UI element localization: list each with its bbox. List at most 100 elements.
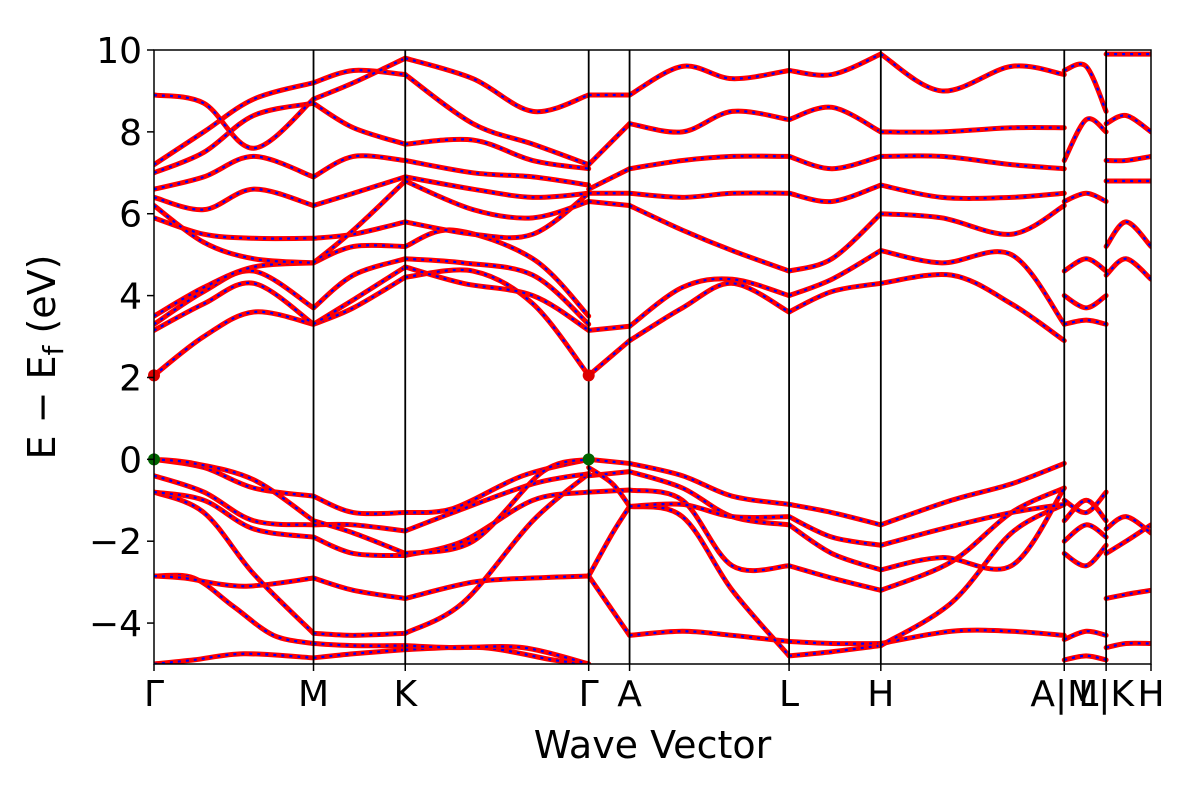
band-13-segment-2-dash	[788, 515, 881, 547]
band-32-segment-6	[1061, 317, 1109, 327]
band-32-segment-0	[1061, 653, 1109, 663]
band-11-segment-1-dash	[629, 470, 790, 526]
x-tick-label-7: A|M	[1030, 674, 1098, 715]
band-25-segment-0-dash	[154, 81, 314, 166]
x-tick-label-0: Γ	[144, 674, 164, 715]
band-1-segment-1-dash	[313, 642, 406, 647]
band-12-segment-1-dash	[629, 462, 790, 506]
extrema-markers	[148, 369, 595, 466]
band-7-segment-2	[402, 456, 592, 556]
band-31-segment-3	[878, 51, 1067, 94]
band-22-segment-0	[154, 186, 317, 213]
band-10-segment-2-dash	[788, 564, 882, 592]
band-21-segment-0-dash	[154, 204, 314, 264]
band-31-segment-3-dash	[880, 53, 1065, 93]
band-24-segment-1-dash	[312, 102, 406, 146]
x-tick-label-1: M	[298, 674, 329, 715]
band-6-segment-2	[402, 456, 592, 516]
band-15-segment-0-dash	[154, 281, 315, 332]
band-1-segment-0-dash	[154, 574, 314, 645]
band-27-segment-2-dash	[788, 212, 882, 273]
extremum-marker-1	[582, 369, 595, 382]
band-8-segment-2-dash	[789, 640, 881, 645]
band-21-segment-1	[311, 178, 408, 266]
band-9-segment-0-dash	[587, 505, 631, 577]
band-2-segment-2	[402, 573, 592, 602]
band-32-segment-10-dash	[1063, 117, 1107, 162]
band-24-segment-2-dash	[405, 138, 589, 170]
band-30-segment-0-dash	[587, 122, 631, 166]
band-31-segment-1-dash	[629, 64, 790, 96]
band-1-segment-2	[402, 643, 592, 664]
band-5-segment-2	[402, 471, 592, 534]
bands-layer	[154, 51, 1151, 664]
band-12-segment-1	[627, 460, 792, 507]
band-2-segment-1	[311, 575, 408, 602]
x-tick-label-8: L|K	[1078, 674, 1135, 715]
x-tick-label-6: H	[867, 674, 894, 715]
plot-frame	[153, 49, 1152, 665]
band-6-segment-2-dash	[405, 458, 589, 514]
band-13-segment-1	[627, 501, 792, 521]
band-8-segment-3-dash	[880, 629, 1065, 645]
band-5-segment-0-dash	[154, 474, 314, 526]
band-11-segment-3-dash	[880, 487, 1066, 571]
band-4-segment-0	[154, 489, 317, 540]
band-21-segment-2	[402, 178, 592, 221]
y-tick-label-1: −2	[89, 522, 142, 563]
band-19-segment-3-dash	[880, 249, 1066, 325]
band-31-segment-2-dash	[788, 53, 882, 77]
band-19-segment-2-dash	[788, 249, 882, 297]
band-0-segment-1-dash	[313, 648, 406, 659]
band-24-segment-0	[154, 100, 317, 176]
band-26-segment-0-dash	[154, 93, 315, 150]
y-tick-label-7: 10	[96, 31, 142, 72]
band-16-segment-1	[311, 256, 408, 311]
band-19-segment-1-dash	[628, 277, 790, 328]
band-1-segment-1	[311, 641, 408, 649]
band-28-segment-3	[878, 182, 1067, 201]
x-tick-label-2: K	[393, 674, 418, 715]
band-23-segment-0-dash	[154, 155, 314, 191]
band-19-segment-0-dash	[588, 325, 630, 332]
band-9-segment-2	[786, 643, 884, 659]
band-16-segment-2	[402, 256, 592, 327]
band-29-segment-2	[786, 153, 884, 172]
band-12-segment-0-dash	[588, 458, 630, 465]
band-33-segment-5-dash	[1105, 220, 1151, 248]
band-32-segment-2	[1061, 542, 1109, 569]
band-6-segment-0	[154, 456, 317, 499]
y-axis-ticks: −4 −2 0 2 4 6 8 10	[89, 31, 154, 645]
band-33-segment-0	[1103, 640, 1151, 651]
band-30-segment-3-dash	[880, 126, 1065, 134]
band-14-segment-0-dash	[154, 310, 314, 377]
band-29-segment-3-dash	[880, 154, 1065, 170]
y-tick-label-6: 8	[119, 113, 142, 154]
band-24-segment-1	[311, 100, 408, 147]
band-13-segment-3	[878, 501, 1067, 548]
band-31-segment-1	[627, 63, 792, 98]
band-28-segment-2-dash	[788, 184, 882, 203]
band-11-segment-2	[786, 522, 884, 573]
y-tick-label-3: 2	[119, 358, 142, 399]
band-29-segment-3	[878, 153, 1067, 172]
band-18-segment-2	[786, 280, 884, 315]
band-14-segment-0	[154, 309, 317, 378]
band-32-segment-1	[1061, 628, 1109, 642]
band-2-segment-2-dash	[404, 574, 589, 600]
band-10-segment-3-dash	[880, 486, 1065, 592]
band-32-segment-3	[1061, 522, 1109, 544]
band-32-segment-10	[1061, 116, 1109, 164]
band-6-segment-1	[311, 493, 408, 517]
band-18-segment-3-dash	[880, 273, 1065, 342]
band-20-segment-0	[154, 215, 317, 242]
band-26-segment-1-dash	[313, 57, 406, 101]
band-27-segment-3-dash	[880, 204, 1065, 236]
band-15-segment-1-dash	[312, 266, 406, 326]
band-32-segment-5-dash	[1063, 491, 1107, 514]
band-32-segment-11-dash	[1063, 62, 1108, 112]
band-12-segment-3	[878, 460, 1067, 528]
x-tick-label-4: A	[617, 674, 642, 715]
band-18-segment-0-dash	[587, 339, 631, 377]
